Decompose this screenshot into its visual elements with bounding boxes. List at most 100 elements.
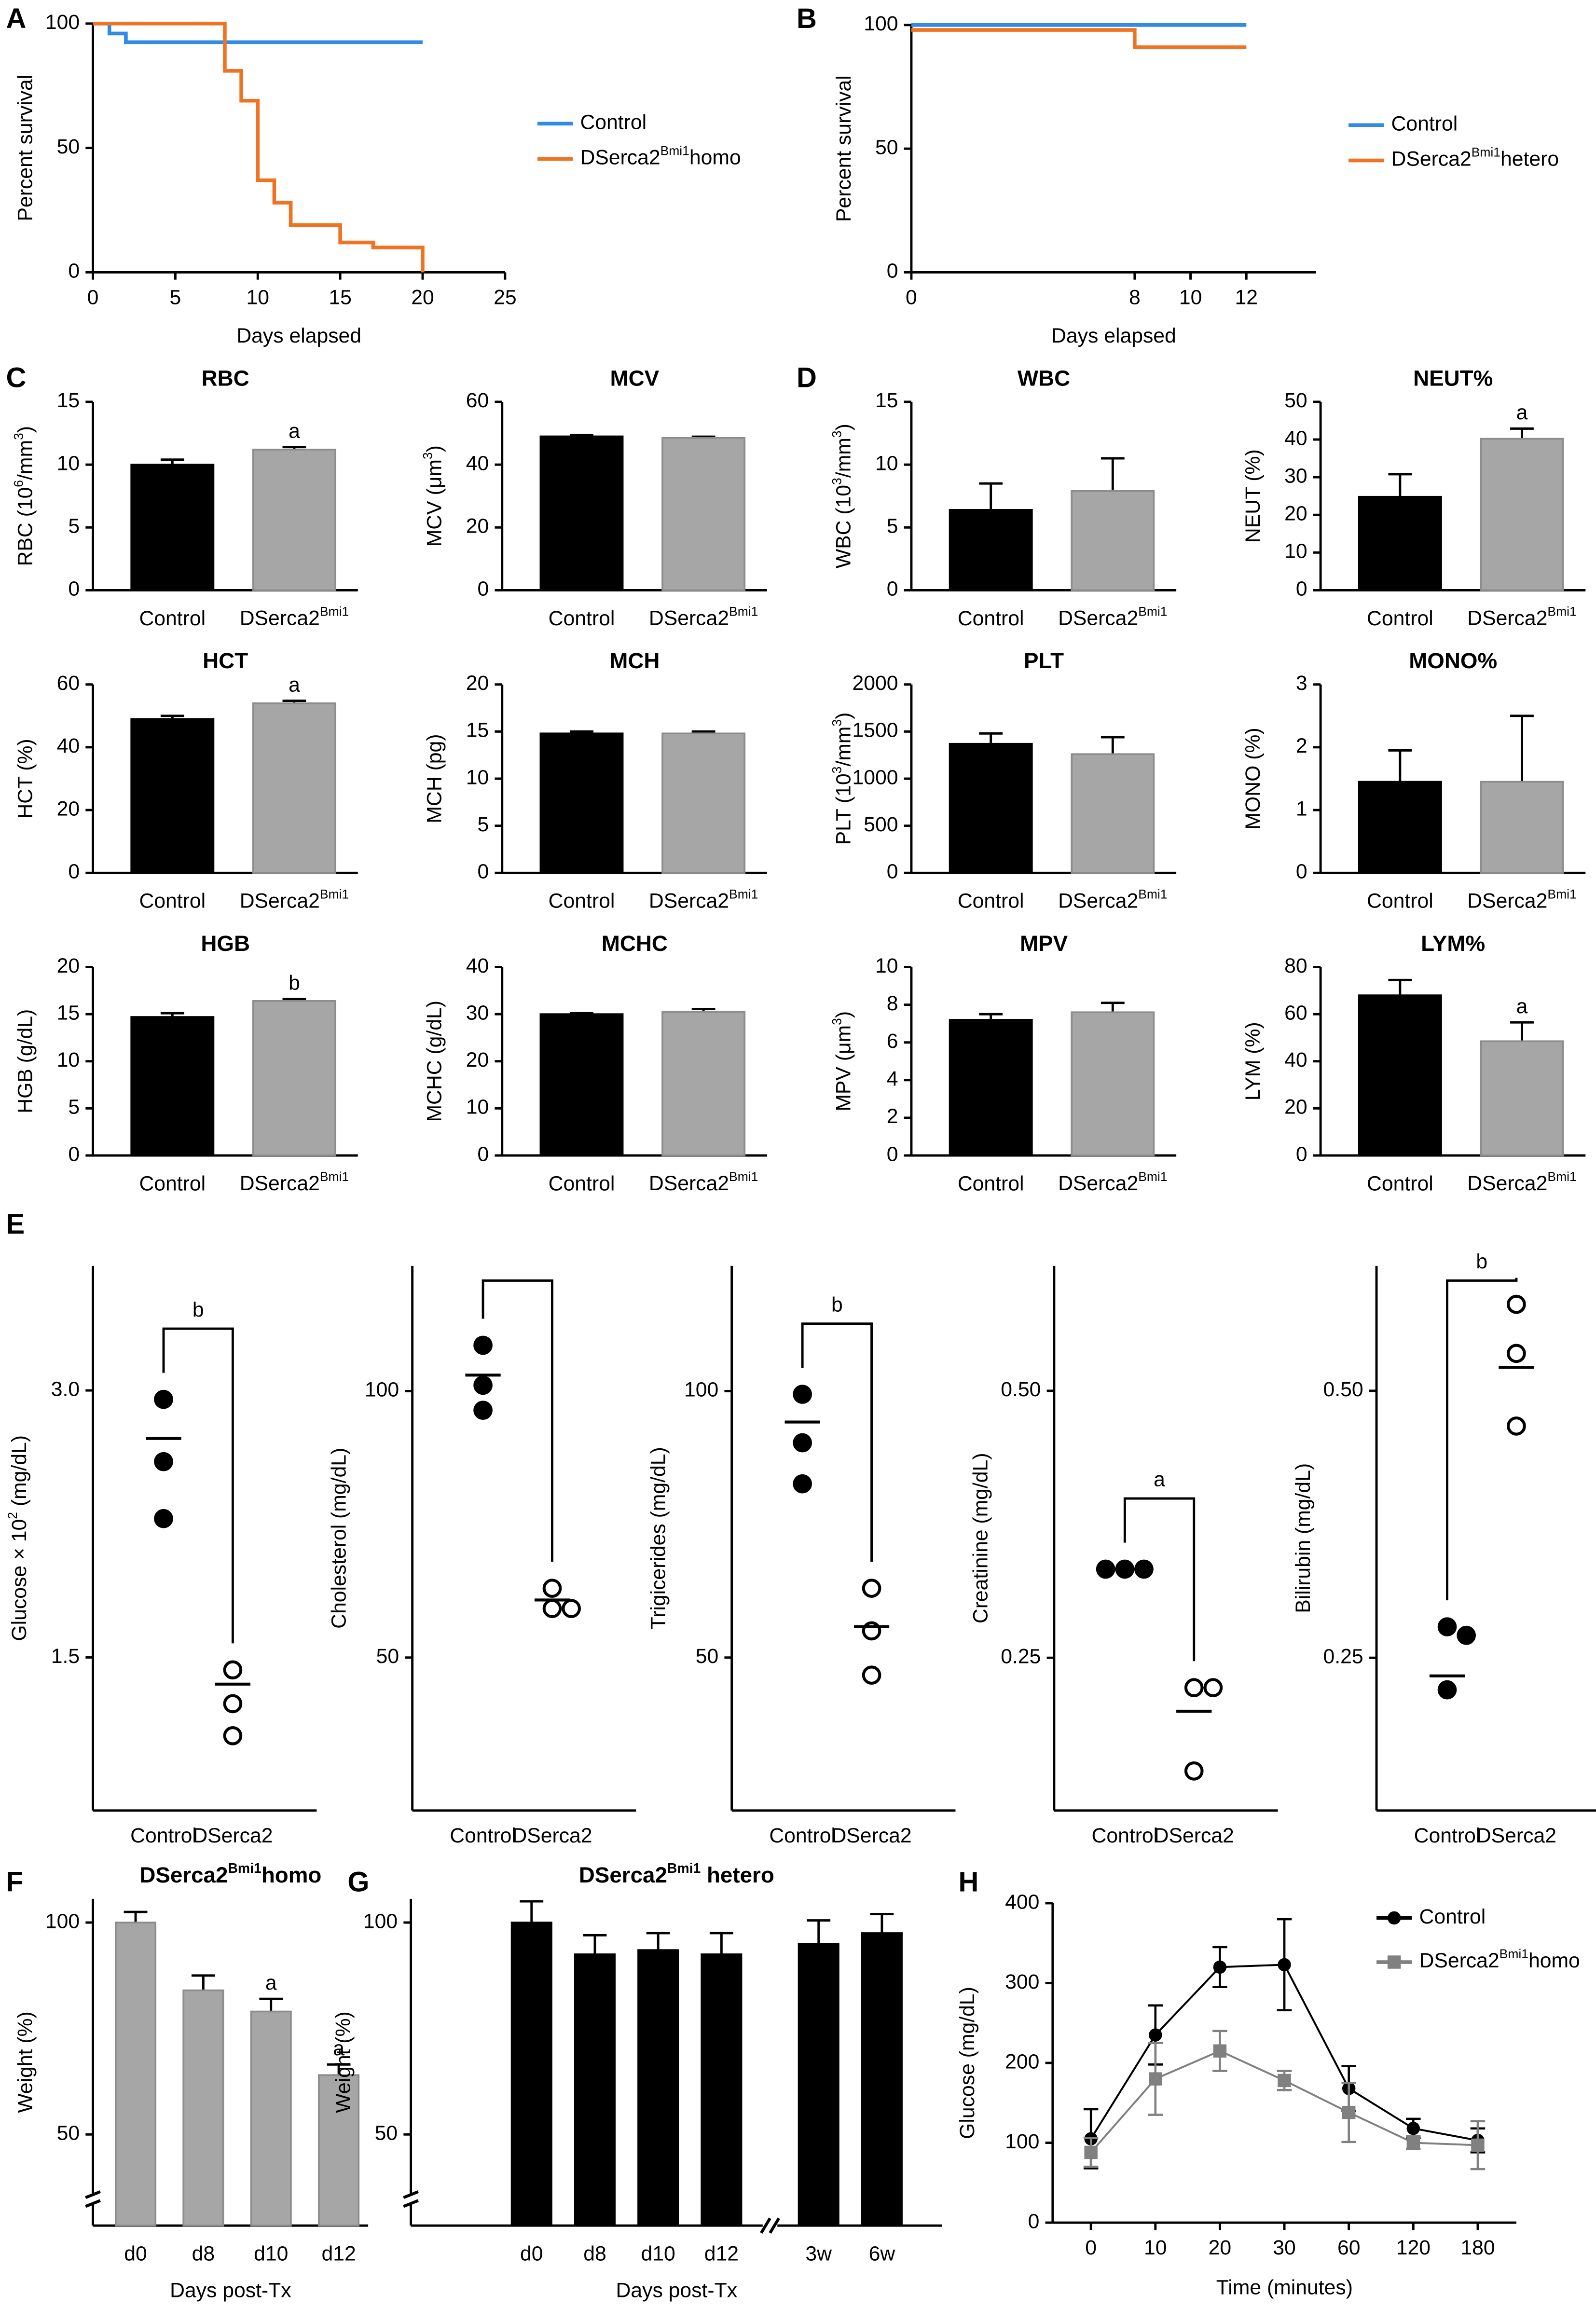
axis-break [760, 2217, 771, 2234]
x-tick-label-part: Bmi1 [1547, 1169, 1576, 1184]
data-point [473, 1375, 493, 1395]
y-tick-label: 100 [365, 1378, 399, 1401]
y-tick-label: 0 [1296, 860, 1307, 883]
panel-label: C [6, 362, 27, 393]
axis-break [85, 2199, 101, 2208]
marker [1387, 1911, 1401, 1925]
y-axis-label-part: RBC (10 [14, 487, 37, 566]
x-tick-label: DSerca2Bmi1 [240, 1169, 349, 1195]
bar [1358, 495, 1442, 591]
chart-title: RBC [202, 366, 249, 390]
bar [1480, 438, 1564, 591]
y-tick-label: 4 [887, 1067, 898, 1090]
x-tick-label-part: Bmi1 [1138, 1169, 1167, 1184]
data-point [562, 1599, 581, 1618]
bar [539, 732, 624, 874]
axis-break [85, 2190, 101, 2199]
legend-label-part: DSerca2 [1391, 148, 1472, 171]
marker [1471, 2138, 1485, 2152]
y-axis-label-part: ) [423, 445, 446, 452]
x-tick-label: 6w [869, 2242, 895, 2265]
x-tick-label: 0 [906, 286, 917, 309]
y-tick-label: 50 [376, 1645, 399, 1668]
y-tick-label: 5 [68, 515, 80, 538]
annotation: a [1516, 995, 1528, 1018]
data-point [154, 1509, 173, 1528]
y-tick-label: 0 [887, 260, 898, 283]
axis-break [403, 2199, 419, 2208]
x-tick-label: Control [958, 890, 1024, 913]
annotation: b [289, 972, 300, 995]
annotation: a [333, 2037, 344, 2060]
x-axis-label: Days post-Tx [170, 2279, 291, 2302]
data-point [223, 1726, 243, 1745]
y-axis-label-part: ) [832, 713, 855, 719]
x-tick-label-part: Bmi1 [320, 1169, 349, 1184]
bar [661, 1011, 746, 1156]
x-tick-label: d0 [520, 2242, 543, 2265]
y-tick-label: 1500 [852, 719, 898, 742]
legend-label: Control [1391, 112, 1458, 136]
y-tick-label: 5 [68, 1096, 80, 1119]
chart-title-part: DSerca2 [139, 1863, 228, 1887]
data-point [1437, 1680, 1457, 1700]
legend-label: DSerca2Bmi1hetero [1391, 145, 1559, 171]
x-tick-label: Control [139, 1172, 206, 1195]
y-axis-label: Cholesterol (mg/dL) [327, 1448, 350, 1629]
axis-break [403, 2190, 419, 2199]
significance-bracket [1446, 1278, 1518, 1601]
x-tick-label: 60 [1337, 2236, 1361, 2259]
y-tick-label: 0 [68, 1142, 80, 1166]
bar [252, 702, 336, 874]
panel-label: E [6, 1209, 25, 1240]
bar [130, 718, 215, 874]
bar [701, 1953, 743, 2226]
panel-label: H [959, 1867, 979, 1898]
x-tick-label: DSerca2Bmi1 [1467, 887, 1576, 912]
y-tick-label: 20 [466, 672, 489, 695]
bar [1480, 1040, 1564, 1156]
legend-label-part: DSerca2 [1419, 1949, 1500, 1972]
y-axis-label-part: 3 [830, 478, 844, 485]
y-axis-label-part: WBC (10 [832, 485, 855, 568]
y-axis-label: HCT (%) [14, 739, 37, 818]
significance-bracket [801, 1322, 873, 1562]
legend-label-part: Bmi1 [1500, 1947, 1528, 1961]
y-tick-label: 100 [1005, 2130, 1039, 2153]
survival-line [93, 22, 425, 273]
data-point [223, 1660, 243, 1680]
marker [1213, 1960, 1227, 1974]
data-point [223, 1694, 243, 1714]
y-axis-label: Percent survival [14, 75, 37, 221]
x-tick-label: 3w [805, 2242, 832, 2265]
x-tick-label: DSerca2 [831, 1824, 911, 1847]
significance-label: b [831, 1293, 843, 1316]
panel-label: G [347, 1867, 369, 1898]
data-point [1507, 1416, 1526, 1436]
y-tick-label: 15 [466, 719, 489, 742]
data-point [1457, 1625, 1476, 1645]
marker [1084, 2145, 1098, 2159]
bar [252, 1000, 336, 1156]
chart-title: MPV [1020, 931, 1068, 956]
marker [1406, 2136, 1420, 2150]
data-point [542, 1599, 562, 1618]
y-axis-label: MONO (%) [1241, 728, 1265, 829]
x-tick-label: 120 [1396, 2236, 1431, 2259]
x-tick-label-part: DSerca2 [649, 607, 729, 630]
y-tick-label: 0 [887, 860, 898, 883]
bar [661, 732, 746, 874]
chart-title: MCH [609, 648, 660, 673]
y-tick-label: 5 [887, 515, 898, 538]
x-tick-label: d12 [321, 2242, 356, 2265]
x-tick-label: 15 [329, 286, 352, 309]
y-axis-label: MCHC (g/dL) [423, 1001, 446, 1122]
chart-title-part: DSerca2 [579, 1863, 667, 1887]
chart-title-part: hetero [701, 1863, 774, 1887]
y-tick-label: 40 [466, 452, 489, 475]
x-tick-label: d0 [124, 2242, 147, 2265]
y-tick-label: 0 [68, 577, 80, 601]
y-tick-label: 3.0 [51, 1377, 80, 1401]
chart-title: MCV [610, 366, 660, 390]
